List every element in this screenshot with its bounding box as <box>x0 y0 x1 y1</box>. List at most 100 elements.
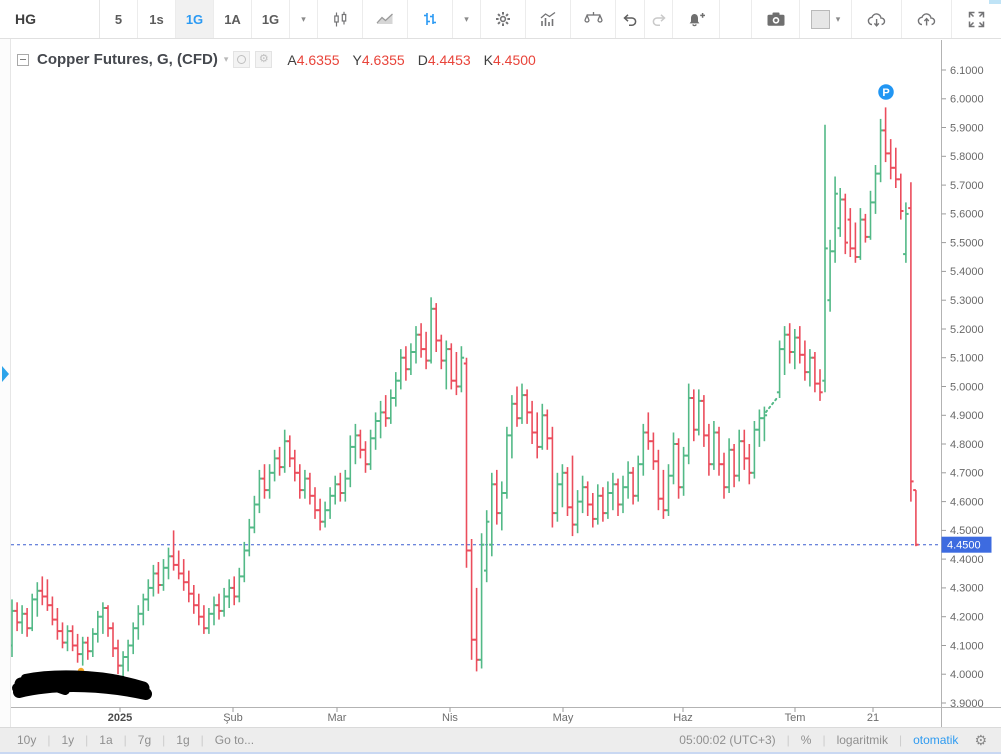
gap-dotted-connector <box>765 397 778 413</box>
price-tick-label: 5.9000 <box>950 122 984 134</box>
area-chart-icon <box>376 13 393 24</box>
interval-button-1g[interactable]: 1G <box>252 0 290 38</box>
p-event-marker[interactable]: P <box>876 82 896 102</box>
load-layout-button[interactable] <box>852 0 902 38</box>
low-label: D <box>417 51 428 68</box>
symbol-title[interactable]: Copper Futures, G, (CFD) <box>37 51 218 68</box>
screenshot-button[interactable] <box>752 0 800 38</box>
axis-frame <box>11 40 1001 727</box>
chart-type-dropdown-button[interactable]: ▾ <box>453 0 481 38</box>
range-1a-button[interactable]: 1a <box>99 733 113 747</box>
scales-icon <box>583 12 603 23</box>
separator: | <box>85 733 89 747</box>
chart-settings-button[interactable] <box>481 0 526 38</box>
price-tick-label: 4.7000 <box>950 468 984 480</box>
compare-button[interactable] <box>571 0 616 38</box>
separator: | <box>162 733 166 747</box>
separator: | <box>822 733 826 747</box>
fullscreen-button[interactable] <box>952 0 1001 38</box>
price-tick-label: 4.3000 <box>950 583 984 595</box>
save-layout-button[interactable] <box>902 0 952 38</box>
chevron-down-icon: ▾ <box>835 13 841 24</box>
fullscreen-expand-icon <box>968 11 985 27</box>
auto-scale-button[interactable]: otomatik <box>913 733 959 747</box>
top-toolbar: HG 5 1s 1G 1A 1G ▾ ▾ <box>0 0 1001 39</box>
chart-type-area-button[interactable] <box>363 0 408 38</box>
separator: | <box>47 733 51 747</box>
gear-icon <box>496 12 510 26</box>
layout-select-button[interactable]: ▾ <box>800 0 852 38</box>
symbol-field[interactable]: HG <box>0 0 100 38</box>
candlestick-icon <box>333 11 346 26</box>
cloud-upload-icon <box>917 12 935 25</box>
percent-scale-button[interactable]: % <box>800 733 812 747</box>
range-7g-button[interactable]: 7g <box>137 733 152 747</box>
chevron-down-icon: ▾ <box>464 13 469 24</box>
time-axis-label: 21 <box>867 712 879 724</box>
price-tick-label: 4.0000 <box>950 669 984 681</box>
open-label: A <box>287 51 297 68</box>
hide-series-button[interactable] <box>233 51 251 68</box>
range-1y-button[interactable]: 1y <box>61 733 75 747</box>
series-settings-button[interactable]: ⚙ <box>255 51 273 68</box>
high-label: Y <box>352 51 362 68</box>
range-10y-button[interactable]: 10y <box>17 733 37 747</box>
time-axis-label: Mar <box>328 712 347 724</box>
close-value: 4.4500 <box>493 51 536 68</box>
price-tick-label: 3.9000 <box>950 698 984 710</box>
window-corner-artifact <box>989 0 1001 4</box>
ohlc-bars <box>9 107 919 678</box>
chevron-down-icon[interactable]: ▾ <box>223 54 229 64</box>
chart-type-bars-button-active[interactable] <box>408 0 453 38</box>
price-tick-label: 4.4000 <box>950 554 984 566</box>
indicators-button[interactable] <box>526 0 571 38</box>
collapse-icon[interactable] <box>17 53 29 66</box>
add-alert-button[interactable] <box>673 0 720 38</box>
last-price-label: 4.4500 <box>941 536 992 553</box>
redo-button[interactable] <box>645 0 673 38</box>
price-tick-label: 4.1000 <box>950 640 984 652</box>
sidebar-toggle-arrow-icon[interactable] <box>2 366 9 382</box>
time-axis-label: Haz <box>673 712 693 724</box>
legend: Copper Futures, G, (CFD) ▾ ⚙ A4.6355 Y4.… <box>17 51 549 68</box>
ohlc-bars-icon <box>424 13 436 25</box>
separator: | <box>898 733 903 747</box>
interval-button-1s[interactable]: 1s <box>138 0 176 38</box>
chart-canvas[interactable]: 6.1000 6.0000 5.9000 5.8000 5.7000 5.6000 5.50… <box>0 38 1001 729</box>
window-bottom-edge <box>0 752 1001 754</box>
camera-icon <box>767 12 784 26</box>
price-tick-label: 5.5000 <box>950 237 984 249</box>
indicators-icon <box>540 11 556 26</box>
time-axis-label: Tem <box>785 712 806 724</box>
high-value: 4.6355 <box>361 51 405 68</box>
price-tick-label: 4.8000 <box>950 439 984 451</box>
interval-button-1g-active[interactable]: 1G <box>176 0 214 38</box>
time-axis-label: Şub <box>223 712 243 724</box>
goto-date-button[interactable]: Go to... <box>214 733 255 747</box>
interval-button-5[interactable]: 5 <box>100 0 138 38</box>
ohlc-values: A4.6355 Y4.6355 D4.4453 K4.4500 <box>287 52 548 68</box>
price-tick-label: 5.6000 <box>950 209 984 221</box>
chart-type-candles-button[interactable] <box>318 0 363 38</box>
gear-icon: ⚙ <box>258 53 269 65</box>
price-tick-label: 5.0000 <box>950 381 984 393</box>
axis-settings-gear-icon[interactable]: ⚙ <box>974 731 987 748</box>
bottom-toolbar: 10y | 1y | 1a | 7g | 1g | Go to... 05:00… <box>0 727 1001 752</box>
separator: | <box>200 733 204 747</box>
time-axis-label: May <box>553 712 574 724</box>
alert-bell-plus-icon <box>689 12 705 26</box>
interval-dropdown-button[interactable]: ▾ <box>290 0 318 38</box>
svg-text:4.4500: 4.4500 <box>947 540 981 552</box>
low-value: 4.4453 <box>427 51 471 68</box>
clock-display[interactable]: 05:00:02 (UTC+3) <box>679 733 776 747</box>
range-1g-button[interactable]: 1g <box>176 733 190 747</box>
price-tick-label: 5.3000 <box>950 295 984 307</box>
log-scale-button[interactable]: logaritmik <box>836 733 888 747</box>
undo-button[interactable] <box>616 0 645 38</box>
interval-button-1a[interactable]: 1A <box>214 0 252 38</box>
cloud-download-icon <box>867 12 885 27</box>
price-tick-label: 5.8000 <box>950 151 984 163</box>
open-value: 4.6355 <box>296 51 340 68</box>
price-tick-label: 4.9000 <box>950 410 984 422</box>
layout-square-icon <box>810 9 830 29</box>
